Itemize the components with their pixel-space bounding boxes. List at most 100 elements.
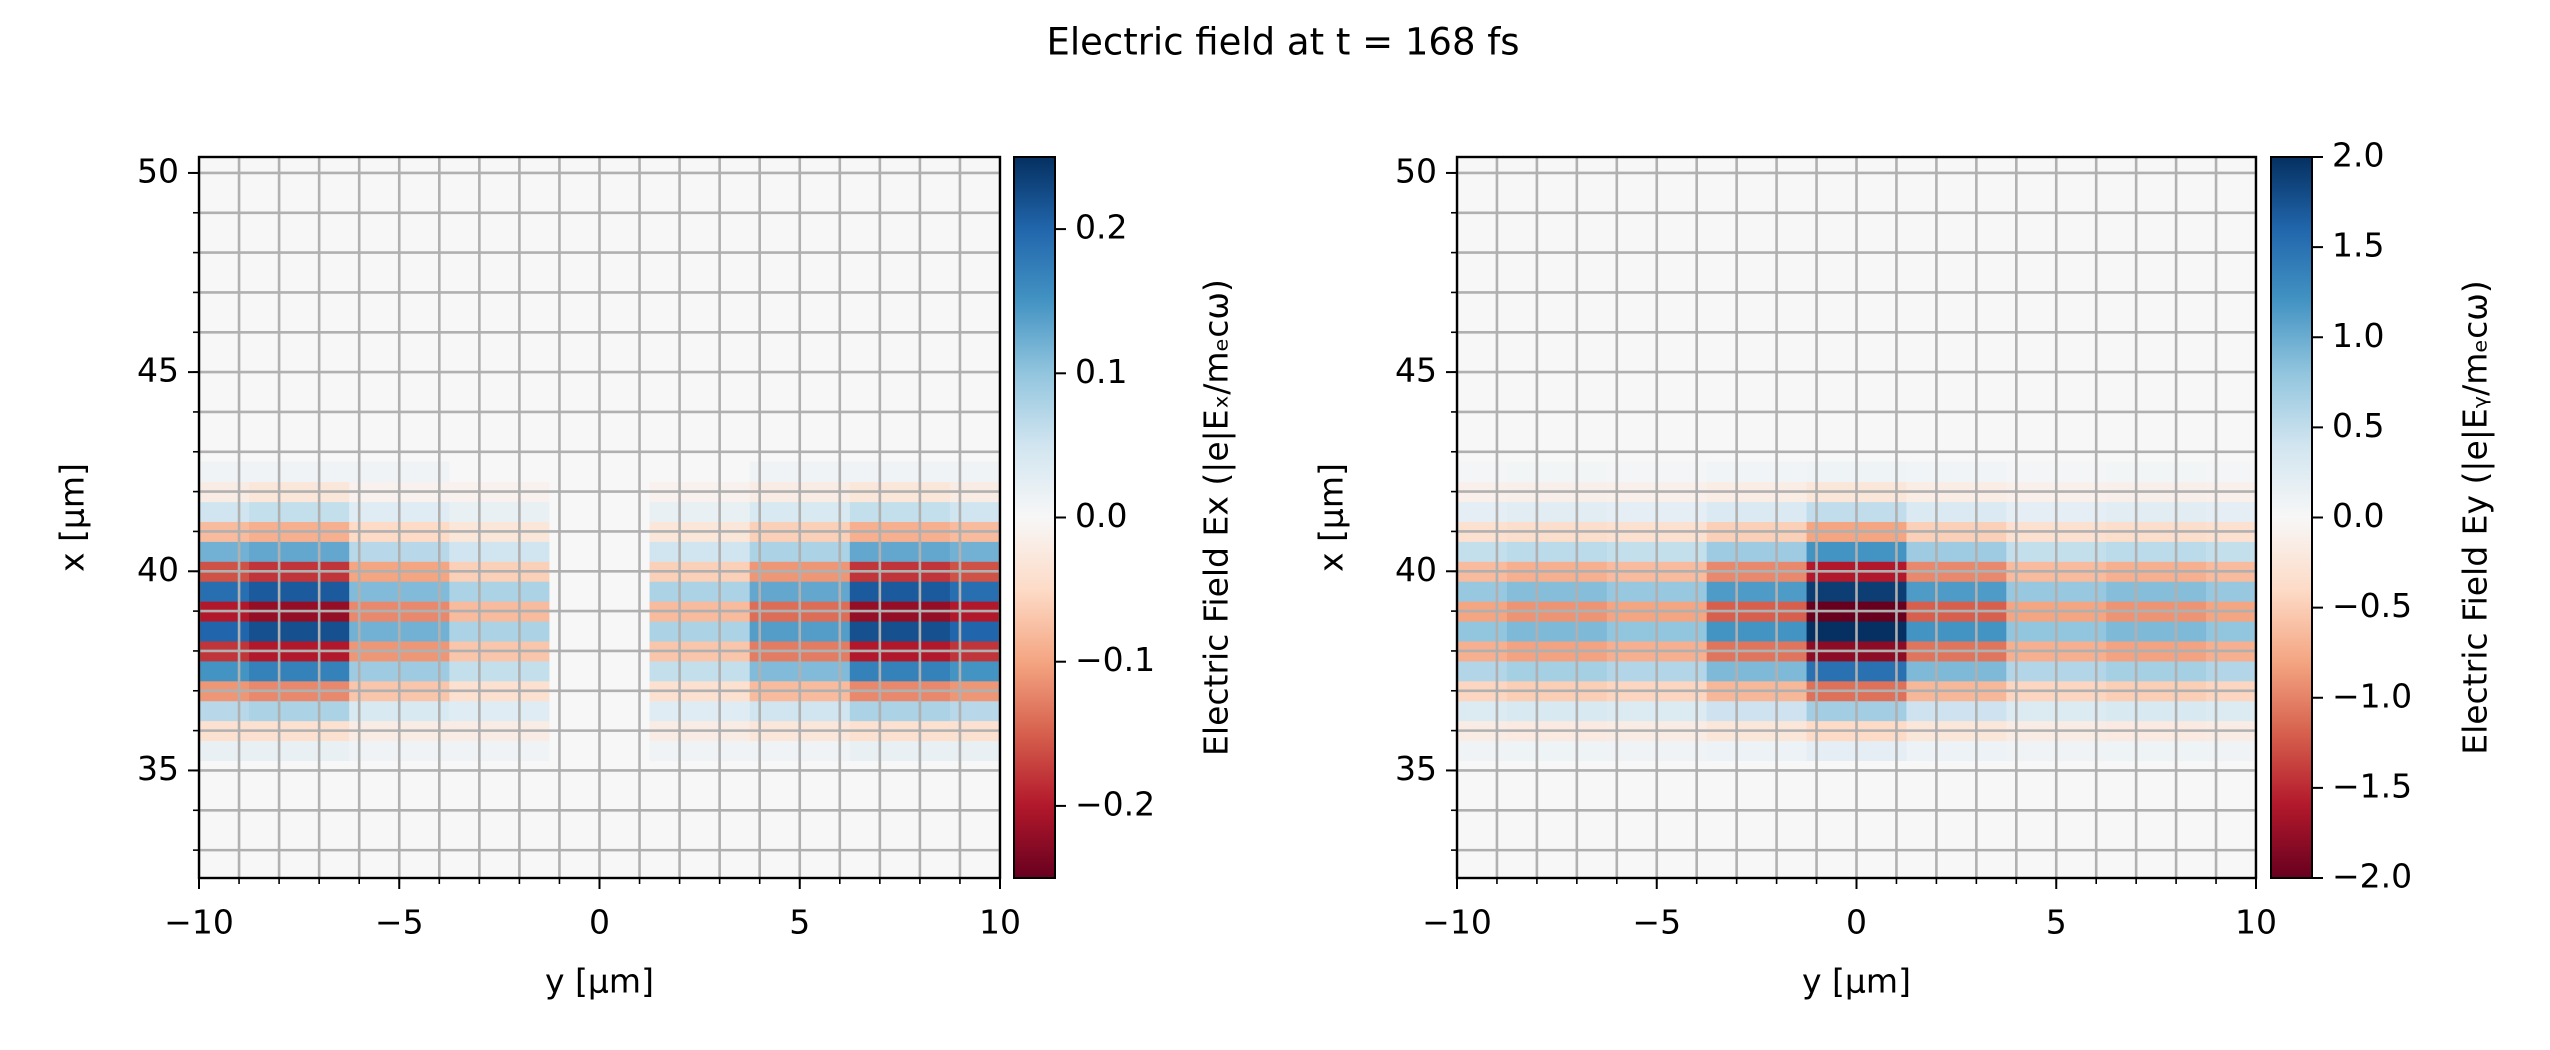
heatmap-cell [949, 621, 1000, 642]
heatmap-cell [1906, 581, 2007, 602]
x-tick-label: 0 [589, 903, 610, 942]
heatmap-cell [1506, 461, 1608, 483]
colorbar-tick-label: 2.0 [2332, 136, 2384, 175]
heatmap-cell [199, 461, 250, 483]
heatmap-cell [2106, 621, 2207, 642]
heatmap-cell [1906, 461, 2007, 483]
colorbar-tick-label: −2.0 [2332, 857, 2412, 896]
x-tick-label: 10 [979, 903, 1021, 942]
colorbar-tick-label: 0.5 [2332, 406, 2384, 445]
heatmap-cell [2206, 700, 2256, 722]
heatmap-cell [649, 581, 751, 602]
colorbar-tick-label: 0.2 [1075, 208, 1127, 247]
heatmap-cell [649, 740, 751, 761]
heatmap-cell [649, 461, 751, 483]
heatmap-cell [2206, 461, 2256, 483]
heatmap-cell [199, 541, 250, 562]
x-tick-label: −5 [1632, 903, 1681, 942]
heatmap-cell [2206, 740, 2256, 761]
heatmap-cell [199, 660, 250, 682]
y-tick-label: 50 [137, 151, 179, 190]
heatmap-cell [249, 660, 350, 682]
y-tick-label: 35 [1395, 749, 1437, 788]
heatmap-cell [849, 501, 951, 522]
heatmap-cell [949, 740, 1000, 761]
heatmap-cell [1506, 740, 1608, 761]
y-tick-label: 40 [137, 550, 179, 589]
heatmap-cell [1706, 700, 1808, 722]
heatmap-cell [199, 501, 250, 522]
heatmap-cell [1906, 700, 2007, 722]
heatmap-cell [1906, 501, 2007, 522]
heatmap-cell [1706, 541, 1808, 562]
y-axis-label: x [µm] [1312, 463, 1351, 572]
y-tick-label: 45 [1395, 351, 1437, 390]
heatmap-cell [2106, 461, 2207, 483]
x-axis-label: y [µm] [1802, 962, 1911, 1001]
colorbar-tick-label: 0.1 [1075, 352, 1127, 391]
heatmap-cell [449, 501, 550, 522]
heatmap-cell [449, 700, 550, 722]
heatmap-cell [449, 660, 550, 682]
heatmap-cell [1457, 541, 1508, 562]
heatmap-cell [249, 700, 350, 722]
heatmap-cell [849, 621, 951, 642]
heatmap-cell [1706, 501, 1808, 522]
heatmap-cell [1706, 740, 1808, 761]
heatmap-cell [2106, 700, 2207, 722]
heatmap-cell [2106, 541, 2207, 562]
heatmap-cell [649, 621, 751, 642]
heatmap-cell [1506, 621, 1608, 642]
x-tick-label: −10 [164, 903, 234, 942]
heatmap-cell [449, 461, 550, 483]
heatmap-cell [949, 700, 1000, 722]
plot-area [1457, 157, 2256, 878]
heatmap-cell [1506, 501, 1608, 522]
heatmap-cell [2106, 581, 2207, 602]
colorbar-tick-label: 0.0 [1075, 496, 1127, 535]
heatmap-cell [649, 501, 751, 522]
heatmap-cell [1706, 461, 1808, 483]
heatmap-cell [1706, 581, 1808, 602]
heatmap-cell [649, 700, 751, 722]
y-axis-label: x [µm] [53, 463, 92, 572]
heatmap-cell [249, 581, 350, 602]
x-axis-label: y [µm] [545, 962, 654, 1001]
x-tick-label: −5 [375, 903, 424, 942]
heatmap-cell [2206, 581, 2256, 602]
y-tick-label: 35 [137, 749, 179, 788]
heatmap-cell [1457, 621, 1508, 642]
colorbar-tick-label: −0.5 [2332, 586, 2412, 625]
heatmap-cell [849, 541, 951, 562]
heatmap-cell [449, 541, 550, 562]
colorbar [2270, 156, 2313, 879]
colorbar-tick-label: 1.0 [2332, 316, 2384, 355]
heatmap-cell [1457, 581, 1508, 602]
heatmap-cell [199, 700, 250, 722]
x-tick-label: 5 [2046, 903, 2067, 942]
colorbar-tick-label: −0.2 [1075, 784, 1155, 823]
heatmap-cell [449, 740, 550, 761]
heatmap-cell [1906, 660, 2007, 682]
heatmap-cell [2106, 501, 2207, 522]
y-tick-label: 45 [137, 351, 179, 390]
x-tick-label: 10 [2235, 903, 2277, 942]
plot-area [199, 157, 1000, 878]
heatmap-cell [849, 660, 951, 682]
heatmap-cell [849, 740, 951, 761]
heatmap-cell [949, 461, 1000, 483]
heatmap-cell [1457, 501, 1508, 522]
heatmap-cell [649, 660, 751, 682]
colorbar-tick-label: −1.0 [2332, 676, 2412, 715]
heatmap-cell [249, 541, 350, 562]
y-tick-label: 40 [1395, 550, 1437, 589]
colorbar-tick-label: 0.0 [2332, 496, 2384, 535]
colorbar-tick-label: −1.5 [2332, 766, 2412, 805]
heatmap-cell [249, 501, 350, 522]
colorbar-label: Electric Field Ey (|e|Eᵧ/mₑcω) [2456, 280, 2495, 755]
heatmap-cell [199, 621, 250, 642]
heatmap-cell [2206, 541, 2256, 562]
heatmap-cell [649, 541, 751, 562]
colorbar-tick-label: 1.5 [2332, 226, 2384, 265]
heatmap-cell [849, 461, 951, 483]
